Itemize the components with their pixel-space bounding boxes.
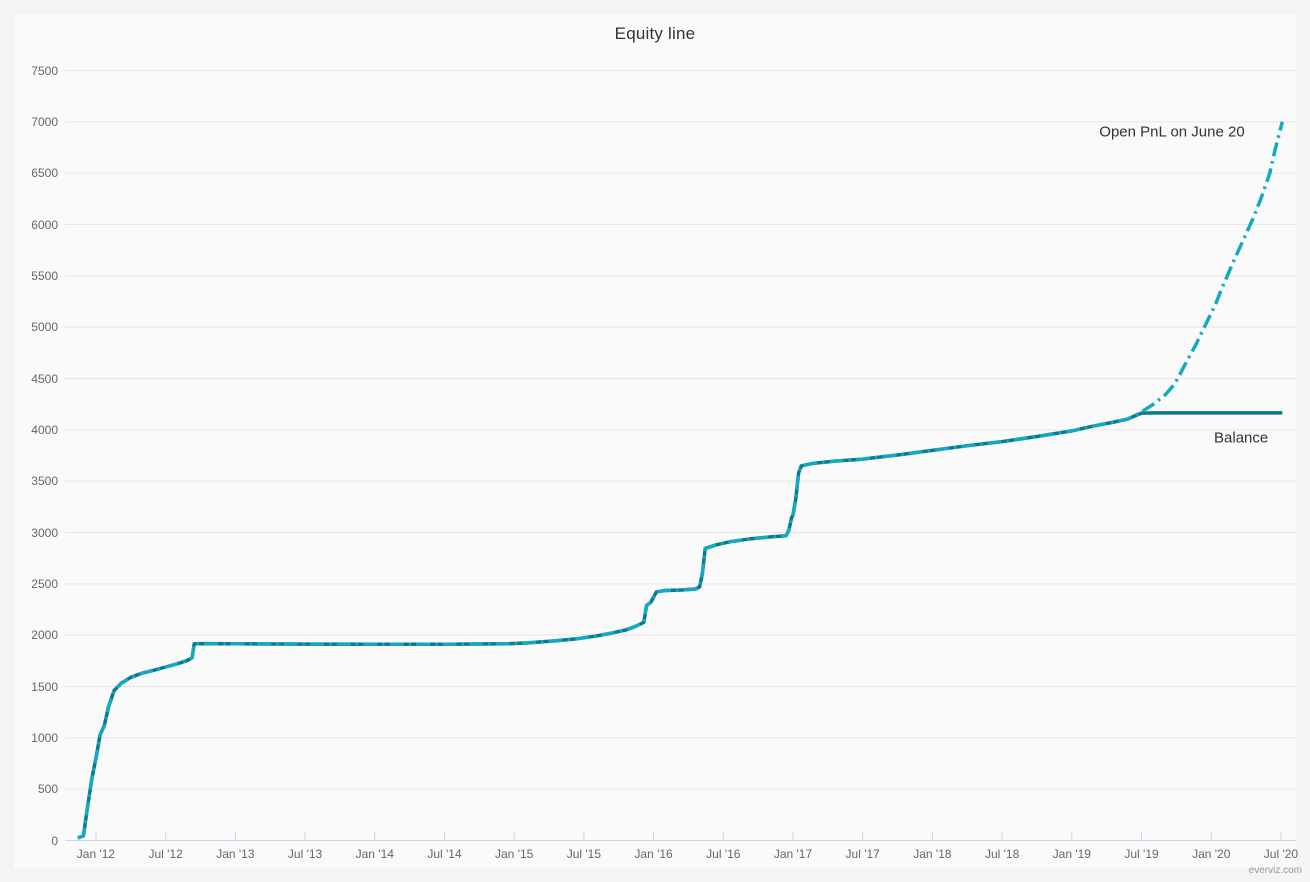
- x-axis-label-Jul18: Jul '18: [984, 846, 1020, 861]
- y-axis-label-7500: 7500: [31, 63, 58, 78]
- y-axis-label-500: 500: [37, 782, 58, 797]
- y-axis-label-7000: 7000: [31, 114, 58, 129]
- chart-panel: Equity line: [14, 14, 1296, 868]
- y-axis-label-3000: 3000: [31, 525, 58, 540]
- x-axis-label-Jan18: Jan '18: [913, 846, 952, 861]
- x-axis-label-Jul13: Jul '13: [287, 846, 323, 861]
- x-axis-label-Jan19: Jan '19: [1052, 846, 1091, 861]
- y-axis-label-0: 0: [51, 833, 58, 848]
- x-axis-label-Jan12: Jan '12: [76, 846, 116, 861]
- series-open-pnl-on-june-20[interactable]: [77, 121, 1284, 840]
- x-axis-label-Jul17: Jul '17: [845, 846, 880, 861]
- y-axis-label-5500: 5500: [31, 268, 58, 283]
- y-axis-label-3500: 3500: [31, 474, 58, 489]
- y-axis-label-6000: 6000: [31, 217, 58, 232]
- y-axis-label-1500: 1500: [31, 679, 58, 694]
- x-axis-label-Jan13: Jan '13: [216, 846, 255, 861]
- x-axis-label-Jan16: Jan '16: [634, 846, 673, 861]
- y-axis-label-6500: 6500: [31, 166, 58, 181]
- y-axis-label-2000: 2000: [31, 628, 58, 643]
- y-axis-label-4500: 4500: [31, 371, 58, 386]
- x-axis-label-Jan20: Jan '20: [1192, 846, 1231, 861]
- series-balance[interactable]: [77, 411, 1283, 840]
- x-axis-label-Jul12: Jul '12: [148, 846, 183, 861]
- x-axis-label-Jul20: Jul '20: [1263, 846, 1299, 861]
- balance-annotation: Balance: [1214, 429, 1269, 447]
- y-axis-label-4000: 4000: [31, 422, 58, 437]
- y-axis-label-1000: 1000: [31, 730, 58, 745]
- open-pnl-annotation: Open PnL on June 20: [1099, 123, 1245, 141]
- x-axis-label-Jul16: Jul '16: [706, 846, 741, 861]
- x-axis-label-Jan15: Jan '15: [495, 846, 534, 861]
- x-axis-label-Jan17: Jan '17: [773, 846, 813, 861]
- y-axis-label-5000: 5000: [31, 320, 58, 335]
- x-axis-label-Jul19: Jul '19: [1124, 846, 1159, 861]
- x-axis-label-Jul14: Jul '14: [427, 846, 462, 861]
- y-axis-label-2500: 2500: [31, 576, 58, 591]
- x-axis-label-Jul15: Jul '15: [566, 846, 602, 861]
- chart-title: Equity line: [614, 24, 696, 43]
- x-axis-label-Jan14: Jan '14: [355, 846, 394, 861]
- everviz-credit-link[interactable]: everviz.com: [1248, 865, 1302, 876]
